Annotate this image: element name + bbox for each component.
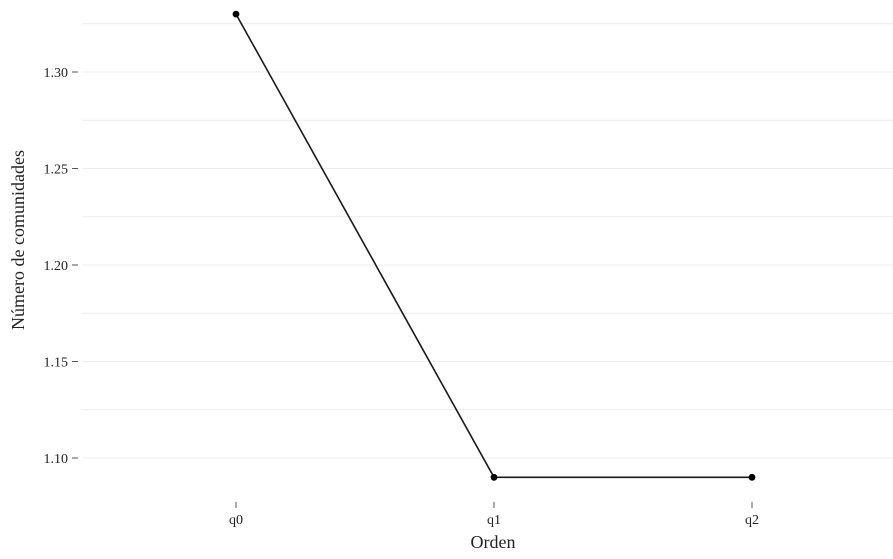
- x-axis: q0 q1 q2: [229, 502, 759, 528]
- grid-layer: [82, 23, 893, 459]
- y-tick-label: 1.20: [44, 259, 69, 274]
- series-line: [235, 13, 752, 479]
- x-tick-label: q1: [487, 513, 501, 528]
- x-tick-label: q2: [745, 513, 759, 528]
- y-tick-label: 1.30: [44, 66, 69, 81]
- y-axis: 1.10 1.15 1.20 1.25 1.30: [44, 66, 78, 467]
- points-layer: [232, 10, 756, 481]
- y-tick-label: 1.10: [44, 452, 69, 467]
- x-tick-label: q0: [229, 513, 243, 528]
- data-point: [490, 473, 498, 481]
- x-axis-title: Orden: [471, 532, 516, 552]
- data-point: [232, 10, 240, 18]
- data-point: [748, 473, 756, 481]
- y-axis-title: Número de comunidades: [8, 150, 28, 330]
- y-tick-label: 1.15: [44, 356, 69, 371]
- y-tick-label: 1.25: [44, 163, 69, 178]
- series-layer: [235, 13, 752, 479]
